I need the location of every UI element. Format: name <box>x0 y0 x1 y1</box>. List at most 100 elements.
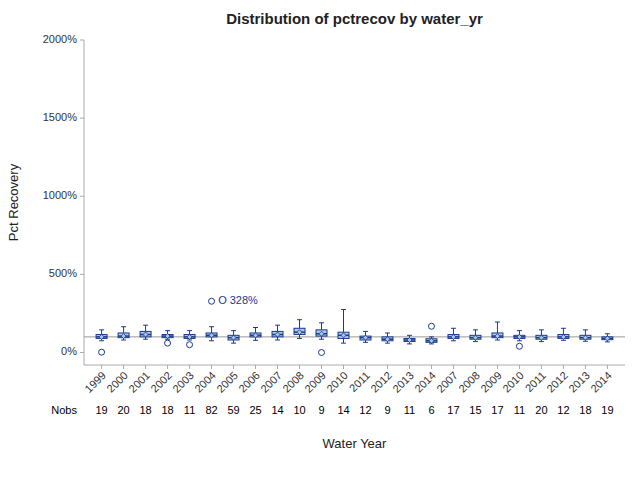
cap-low <box>539 341 544 342</box>
cap-high <box>605 333 610 334</box>
x-tick-label: 2000 <box>104 369 130 395</box>
median-marker <box>517 334 522 339</box>
x-tick <box>343 365 344 369</box>
x-tick-label: 2002 <box>148 369 174 395</box>
nobs-value: 9 <box>384 404 390 416</box>
x-tick-label: 2008 <box>280 369 306 395</box>
x-tick-label: 2013 <box>566 369 592 395</box>
median-marker <box>187 334 192 339</box>
cap-high <box>165 330 170 331</box>
box <box>360 336 371 340</box>
x-tick <box>431 365 432 369</box>
y-axis-label: Pct Recovery <box>6 163 21 241</box>
flier <box>209 298 215 304</box>
median-marker <box>231 335 236 340</box>
cap-low <box>407 343 412 344</box>
nobs-value: 19 <box>95 404 107 416</box>
cap-high <box>209 326 214 327</box>
nobs-value: 17 <box>491 404 503 416</box>
box <box>404 338 415 341</box>
x-tick-label: 2009 <box>478 369 504 395</box>
median-marker <box>319 331 324 336</box>
whisker-high <box>255 328 256 333</box>
median-marker <box>451 334 456 339</box>
cap-high <box>407 335 412 336</box>
y-tick-label: 500% <box>49 267 77 279</box>
nobs-value: 20 <box>117 404 129 416</box>
whisker-high <box>321 323 322 330</box>
box <box>536 335 547 339</box>
x-axis-label: Water Year <box>323 436 388 451</box>
nobs-value: 20 <box>535 404 547 416</box>
whisker-high <box>211 327 212 333</box>
x-tick <box>277 365 278 369</box>
cap-high <box>539 329 544 330</box>
median-marker <box>209 333 214 338</box>
cap-low <box>561 340 566 341</box>
median-marker <box>583 335 588 340</box>
median-marker <box>561 334 566 339</box>
x-tick-label: 2014 <box>412 369 438 395</box>
whisker-high <box>497 322 498 333</box>
x-tick-label: 2012 <box>368 369 394 395</box>
x-tick <box>101 365 102 369</box>
cap-high <box>99 329 104 330</box>
nobs-value: 18 <box>139 404 151 416</box>
whisker-high <box>299 320 300 329</box>
x-tick <box>519 365 520 369</box>
y-tick-label: 1500% <box>43 111 77 123</box>
box <box>228 335 239 340</box>
flier <box>428 323 434 329</box>
x-tick-label: 2010 <box>500 369 526 395</box>
cap-low <box>495 340 500 341</box>
x-tick-label: 2003 <box>170 369 196 395</box>
cap-low <box>363 342 368 343</box>
median-marker <box>253 333 258 338</box>
median-marker <box>143 332 148 337</box>
plot-area <box>84 298 625 355</box>
x-tick <box>453 365 454 369</box>
y-tick <box>80 274 84 275</box>
median-marker <box>407 338 412 343</box>
box <box>558 335 569 339</box>
median-marker <box>363 335 368 340</box>
x-tick-label: 2012 <box>544 369 570 395</box>
x-tick <box>365 365 366 369</box>
cap-low <box>297 338 302 339</box>
x-tick-label: 2013 <box>390 369 416 395</box>
chart: Distribution of pctrecov by water_yr0%50… <box>0 0 640 480</box>
cap-high <box>143 325 148 326</box>
flier <box>165 340 171 346</box>
box <box>316 330 327 336</box>
x-tick <box>475 365 476 369</box>
cap-high <box>297 319 302 320</box>
nobs-value: 11 <box>184 404 195 416</box>
y-tick <box>80 118 84 119</box>
cap-low <box>473 341 478 342</box>
cap-low <box>275 340 280 341</box>
y-tick-label: 2000% <box>43 33 77 45</box>
nobs-value: 11 <box>404 404 415 416</box>
x-tick-label: 2004 <box>192 369 218 395</box>
median-marker <box>297 330 302 335</box>
x-tick-label: 2009 <box>302 369 328 395</box>
median-marker <box>165 334 170 339</box>
whisker-high <box>123 327 124 333</box>
cap-low <box>253 340 258 341</box>
box <box>470 335 481 339</box>
x-tick <box>387 365 388 369</box>
box <box>140 331 151 336</box>
x-tick-label: 1999 <box>82 369 108 395</box>
x-tick-label: 2014 <box>588 369 614 395</box>
box <box>426 339 437 343</box>
box <box>162 335 173 338</box>
cap-high <box>341 309 346 310</box>
median-marker <box>99 334 104 339</box>
x-tick-label: 2010 <box>324 369 350 395</box>
y-tick-label: 1000% <box>43 189 77 201</box>
x-tick-label: 2005 <box>214 369 240 395</box>
cap-low <box>209 340 214 341</box>
x-tick <box>321 365 322 369</box>
cap-high <box>517 330 522 331</box>
median-marker <box>275 332 280 337</box>
